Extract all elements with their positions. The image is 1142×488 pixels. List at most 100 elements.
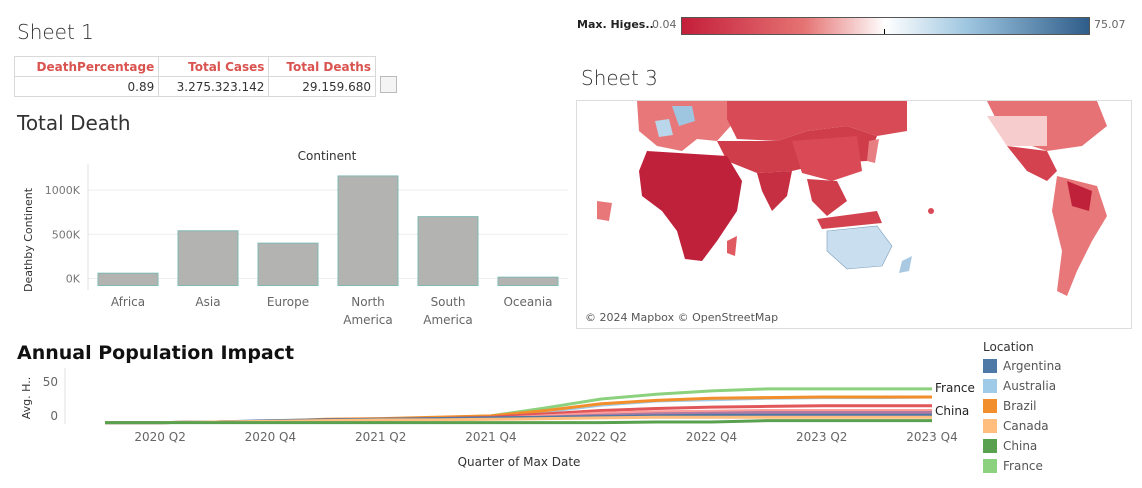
china-shape	[792, 136, 862, 181]
line-x-tick-label: 2021 Q2	[355, 430, 406, 444]
colorbar-max-label: 75.07	[1094, 18, 1126, 31]
table-scroll-button[interactable]	[380, 76, 397, 93]
line-series	[105, 387, 933, 425]
legend-swatch	[983, 359, 997, 373]
legend-swatch	[983, 439, 997, 453]
line-chart-ylabel: Avg. H..	[20, 377, 33, 419]
legend-swatch	[983, 399, 997, 413]
line-x-tick-label: 2021 Q4	[465, 430, 516, 444]
pacific-island-shape	[928, 208, 934, 214]
bar-europe	[257, 242, 319, 287]
mexico-shape	[1007, 146, 1057, 181]
kpi-value-total-cases: 3.275.323.142	[158, 76, 270, 97]
world-map[interactable]: © 2024 Mapbox © OpenStreetMap	[576, 100, 1132, 329]
southeast-asia-shape	[807, 179, 847, 216]
legend-label: France	[1003, 459, 1043, 473]
line-chart-xlabel: Quarter of Max Date	[458, 455, 581, 469]
colorbar-label: Max. Higes..	[577, 18, 654, 31]
line-end-label-france: France	[935, 381, 975, 395]
bar-x-tick-label: Africa	[111, 295, 145, 309]
legend-label: China	[1003, 439, 1038, 453]
legend-item-australia[interactable]: Australia	[983, 376, 1133, 396]
line-x-tick-label: 2023 Q2	[796, 430, 847, 444]
japan-shape	[867, 139, 879, 163]
kpi-header-death-percentage: DeathPercentage	[13, 56, 160, 77]
world-map-svg	[597, 101, 1107, 296]
bar-chart-title: Continent	[298, 149, 357, 163]
madagascar-shape	[727, 236, 737, 256]
central-europe-shape	[672, 106, 695, 126]
legend-item-brazil[interactable]: Brazil	[983, 396, 1133, 416]
bar-oceania	[497, 276, 559, 287]
bar-y-ticks: 0K 500K 1000K	[45, 184, 81, 285]
legend-swatch	[983, 459, 997, 473]
line-end-label-china: China	[935, 404, 969, 418]
legend-swatch	[983, 419, 997, 433]
bar-chart: Continent Deathby Continent 0K500K1000K …	[22, 149, 568, 327]
bar-chart-ylabel: Deathby Continent	[22, 187, 35, 292]
line-y-tick-label: 50	[43, 375, 58, 389]
line-x-tick-label: 2022 Q2	[575, 430, 626, 444]
line-chart: Avg. H.. 0 50 2020 Q2 2020 Q4 2021 Q2 2021 Q…	[20, 368, 975, 469]
line-y-ticks: 0 50	[43, 368, 66, 424]
line-x-ticks: 2020 Q2 2020 Q4 2021 Q2 2021 Q4 2022 Q2 2022 …	[134, 430, 957, 444]
legend-label: Australia	[1003, 379, 1057, 393]
africa-shape	[639, 151, 742, 261]
europe-shape	[637, 101, 737, 151]
line-x-tick-label: 2020 Q4	[245, 430, 296, 444]
legend-label: Argentina	[1003, 359, 1062, 373]
bar-x-ticks: Africa Asia Europe North America South America…	[111, 295, 553, 327]
bar-grid	[87, 164, 568, 290]
kpi-value-death-percentage: 0.89	[13, 76, 160, 97]
bar-x-tick-label: North America	[343, 295, 393, 327]
kpi-value-total-deaths: 29.159.680	[268, 76, 376, 97]
bar-africa	[97, 272, 159, 287]
legend-swatch	[983, 379, 997, 393]
kpi-header-row: DeathPercentage Total Cases Total Deaths	[13, 56, 376, 77]
bar-y-tick-label: 0K	[66, 273, 81, 286]
legend-title: Location	[983, 340, 1034, 354]
bar-x-tick-label: Oceania	[503, 295, 552, 309]
bar-south-america	[417, 216, 479, 287]
legend-item-canada[interactable]: Canada	[983, 416, 1133, 436]
bar-north-america	[337, 175, 399, 287]
colorbar-gradient[interactable]	[681, 17, 1090, 35]
kpi-value-row: 0.89 3.275.323.142 29.159.680	[13, 76, 376, 97]
legend-label: Canada	[1003, 419, 1049, 433]
legend-item-argentina[interactable]: Argentina	[983, 356, 1133, 376]
legend-items: Argentina Australia Brazil Canada China Franc…	[983, 356, 1133, 476]
legend-item-china[interactable]: China	[983, 436, 1133, 456]
bar-asia	[177, 230, 239, 287]
sheet3-title: Sheet 3	[581, 66, 658, 90]
annual-title: Annual Population Impact	[17, 342, 295, 364]
bar-x-tick-label: Asia	[195, 295, 220, 309]
bar-y-tick-label: 1000K	[45, 184, 81, 197]
northern-south-america-shape	[1067, 181, 1092, 211]
colorbar-min-label: 0.04	[652, 18, 677, 31]
usa-shape	[987, 116, 1047, 146]
legend-item-france[interactable]: France	[983, 456, 1133, 476]
atlantic-island-shape	[597, 201, 612, 221]
west-europe-shape	[655, 119, 673, 137]
legend-label: Brazil	[1003, 399, 1037, 413]
line-y-tick-label: 0	[50, 409, 58, 423]
map-credit: © 2024 Mapbox © OpenStreetMap	[585, 311, 779, 324]
bar-x-tick-label: South America	[423, 295, 473, 327]
line-x-tick-label: 2022 Q4	[686, 430, 737, 444]
india-shape	[757, 171, 792, 211]
kpi-header-total-deaths: Total Deaths	[268, 56, 376, 77]
location-legend: Location Argentina Australia Brazil Canada C…	[983, 340, 1133, 476]
indonesia-shape	[817, 211, 882, 229]
kpi-table: DeathPercentage Total Cases Total Deaths…	[13, 56, 376, 97]
australia-shape	[826, 225, 893, 270]
bar-series	[97, 175, 559, 287]
kpi-header-total-cases: Total Cases	[158, 56, 270, 77]
line-china	[105, 419, 932, 425]
colorbar-marker	[884, 29, 885, 34]
sheet1-title: Sheet 1	[17, 20, 94, 44]
south-america-shape	[1052, 176, 1107, 296]
bar-x-tick-label: Europe	[267, 295, 309, 309]
line-x-tick-label: 2023 Q4	[906, 430, 957, 444]
new-zealand-shape	[899, 256, 912, 273]
total-death-title: Total Death	[17, 111, 131, 135]
